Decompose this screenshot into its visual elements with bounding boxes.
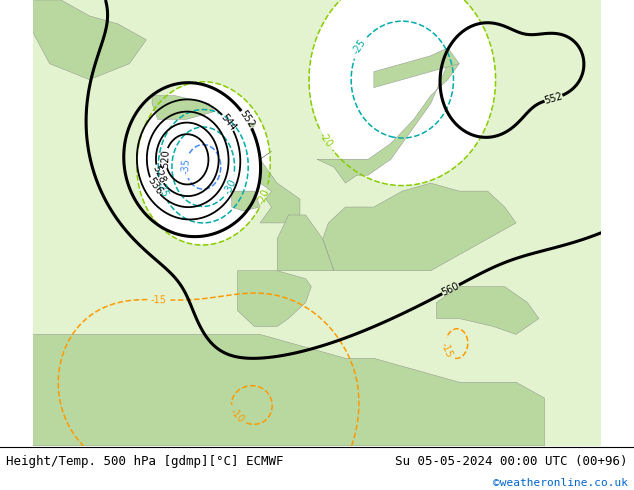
Text: Su 05-05-2024 00:00 UTC (00+96): Su 05-05-2024 00:00 UTC (00+96) bbox=[395, 455, 628, 468]
Text: 528: 528 bbox=[150, 164, 167, 185]
Polygon shape bbox=[374, 48, 459, 88]
Text: -15: -15 bbox=[439, 341, 455, 360]
Polygon shape bbox=[152, 96, 215, 120]
Polygon shape bbox=[317, 64, 459, 183]
Polygon shape bbox=[231, 191, 260, 211]
Text: 536: 536 bbox=[145, 176, 164, 197]
Text: 560: 560 bbox=[440, 281, 461, 298]
Text: 544: 544 bbox=[219, 112, 238, 133]
Polygon shape bbox=[32, 334, 545, 446]
Text: 520: 520 bbox=[160, 148, 171, 168]
Text: -35: -35 bbox=[180, 157, 191, 174]
Polygon shape bbox=[237, 270, 311, 326]
Text: -25: -25 bbox=[351, 38, 368, 56]
Text: 552: 552 bbox=[543, 91, 564, 106]
Text: -20: -20 bbox=[257, 188, 272, 206]
Text: -20: -20 bbox=[317, 130, 334, 149]
Polygon shape bbox=[249, 123, 254, 127]
Text: ©weatheronline.co.uk: ©weatheronline.co.uk bbox=[493, 478, 628, 489]
Polygon shape bbox=[436, 287, 539, 334]
Polygon shape bbox=[323, 183, 516, 270]
Text: Height/Temp. 500 hPa [gdmp][°C] ECMWF: Height/Temp. 500 hPa [gdmp][°C] ECMWF bbox=[6, 455, 284, 468]
Text: -25: -25 bbox=[155, 180, 170, 198]
Polygon shape bbox=[260, 151, 300, 223]
Polygon shape bbox=[277, 215, 334, 270]
Text: 552: 552 bbox=[238, 109, 256, 130]
Text: -15: -15 bbox=[151, 294, 167, 305]
Text: -10: -10 bbox=[228, 407, 245, 425]
Text: -30: -30 bbox=[223, 177, 238, 196]
Polygon shape bbox=[32, 0, 146, 80]
